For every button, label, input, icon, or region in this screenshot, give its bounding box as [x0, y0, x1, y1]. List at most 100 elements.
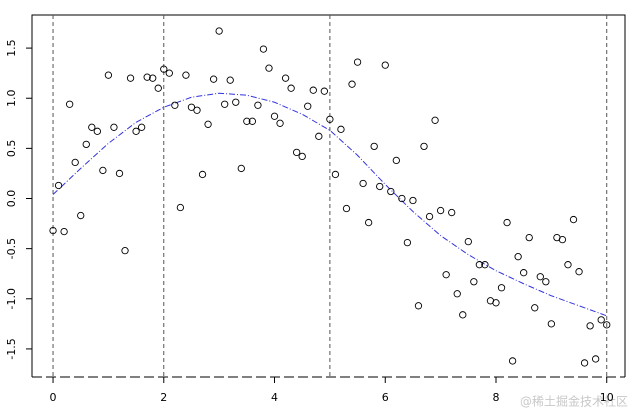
point: [204, 120, 212, 128]
point: [525, 233, 533, 242]
point: [115, 169, 124, 178]
point: [547, 320, 556, 328]
point: [276, 119, 284, 127]
point: [182, 71, 190, 79]
point: [370, 142, 378, 151]
point: [492, 299, 500, 307]
plot-box: [31, 14, 626, 377]
point: [132, 127, 140, 135]
point: [603, 321, 611, 329]
point: [149, 74, 157, 82]
point: [414, 302, 423, 310]
point: [171, 101, 179, 109]
point: [364, 218, 373, 227]
x-tick-label: 2: [160, 391, 167, 404]
point: [154, 84, 162, 92]
x-tick-label: 4: [271, 391, 278, 404]
point: [520, 269, 528, 277]
point: [392, 156, 400, 165]
point: [481, 261, 489, 269]
point: [464, 237, 472, 246]
point: [193, 106, 201, 114]
point: [215, 27, 223, 35]
point: [165, 69, 173, 77]
point: [342, 204, 351, 213]
point: [569, 215, 578, 224]
point: [176, 203, 185, 212]
x-tick-label: 10: [600, 391, 614, 404]
point: [143, 73, 151, 81]
point: [431, 116, 439, 124]
point: [293, 148, 301, 157]
point: [453, 290, 461, 298]
point: [265, 64, 273, 72]
point: [398, 194, 406, 203]
point: [315, 132, 323, 140]
point: [558, 235, 567, 244]
watermark: @稀土掘金技术社区: [520, 394, 628, 409]
point: [77, 211, 85, 220]
point: [381, 61, 389, 69]
point: [497, 284, 506, 292]
point: [232, 98, 240, 106]
point: [99, 166, 107, 175]
point: [226, 76, 234, 84]
point: [71, 158, 79, 167]
point: [160, 65, 168, 73]
x-tick-label: 6: [382, 391, 389, 404]
point: [536, 273, 544, 281]
y-tick-label: 0.0: [5, 190, 18, 208]
point: [359, 179, 367, 188]
point: [580, 359, 589, 367]
point: [436, 206, 445, 215]
point: [387, 187, 395, 196]
point: [270, 112, 279, 120]
point: [237, 164, 245, 173]
y-tick-label: 0.5: [5, 140, 18, 158]
point: [425, 212, 434, 221]
point: [137, 123, 146, 131]
point: [337, 125, 345, 133]
point: [88, 123, 96, 131]
point: [326, 115, 334, 123]
point: [459, 311, 467, 319]
point: [475, 261, 484, 269]
point: [104, 71, 113, 79]
point: [348, 80, 356, 88]
point: [564, 261, 572, 269]
y-tick-label: -1.0: [5, 288, 18, 309]
point: [281, 74, 290, 82]
y-tick-label: -0.5: [5, 238, 18, 259]
point: [503, 218, 511, 227]
point: [93, 127, 101, 135]
point: [60, 227, 68, 236]
point: [592, 355, 600, 363]
point: [259, 45, 268, 53]
point: [508, 357, 517, 365]
point: [420, 142, 428, 151]
point: [448, 208, 456, 217]
point: [209, 75, 218, 83]
point: [221, 100, 229, 108]
x-tick-label: 0: [50, 391, 57, 404]
point: [304, 102, 312, 110]
point: [586, 322, 594, 330]
point: [353, 58, 362, 66]
point: [409, 196, 417, 205]
y-tick-label: 1.0: [5, 89, 18, 107]
x-tick-label: 8: [492, 391, 499, 404]
point: [542, 278, 550, 286]
point: [470, 278, 478, 286]
point: [403, 238, 412, 247]
y-tick-label: 1.5: [5, 39, 18, 57]
point: [187, 103, 196, 111]
point: [66, 100, 74, 108]
point: [531, 304, 539, 312]
point: [309, 86, 317, 94]
point: [54, 181, 63, 190]
point: [287, 84, 295, 92]
point: [376, 182, 384, 191]
point: [320, 87, 328, 95]
point: [248, 117, 257, 125]
